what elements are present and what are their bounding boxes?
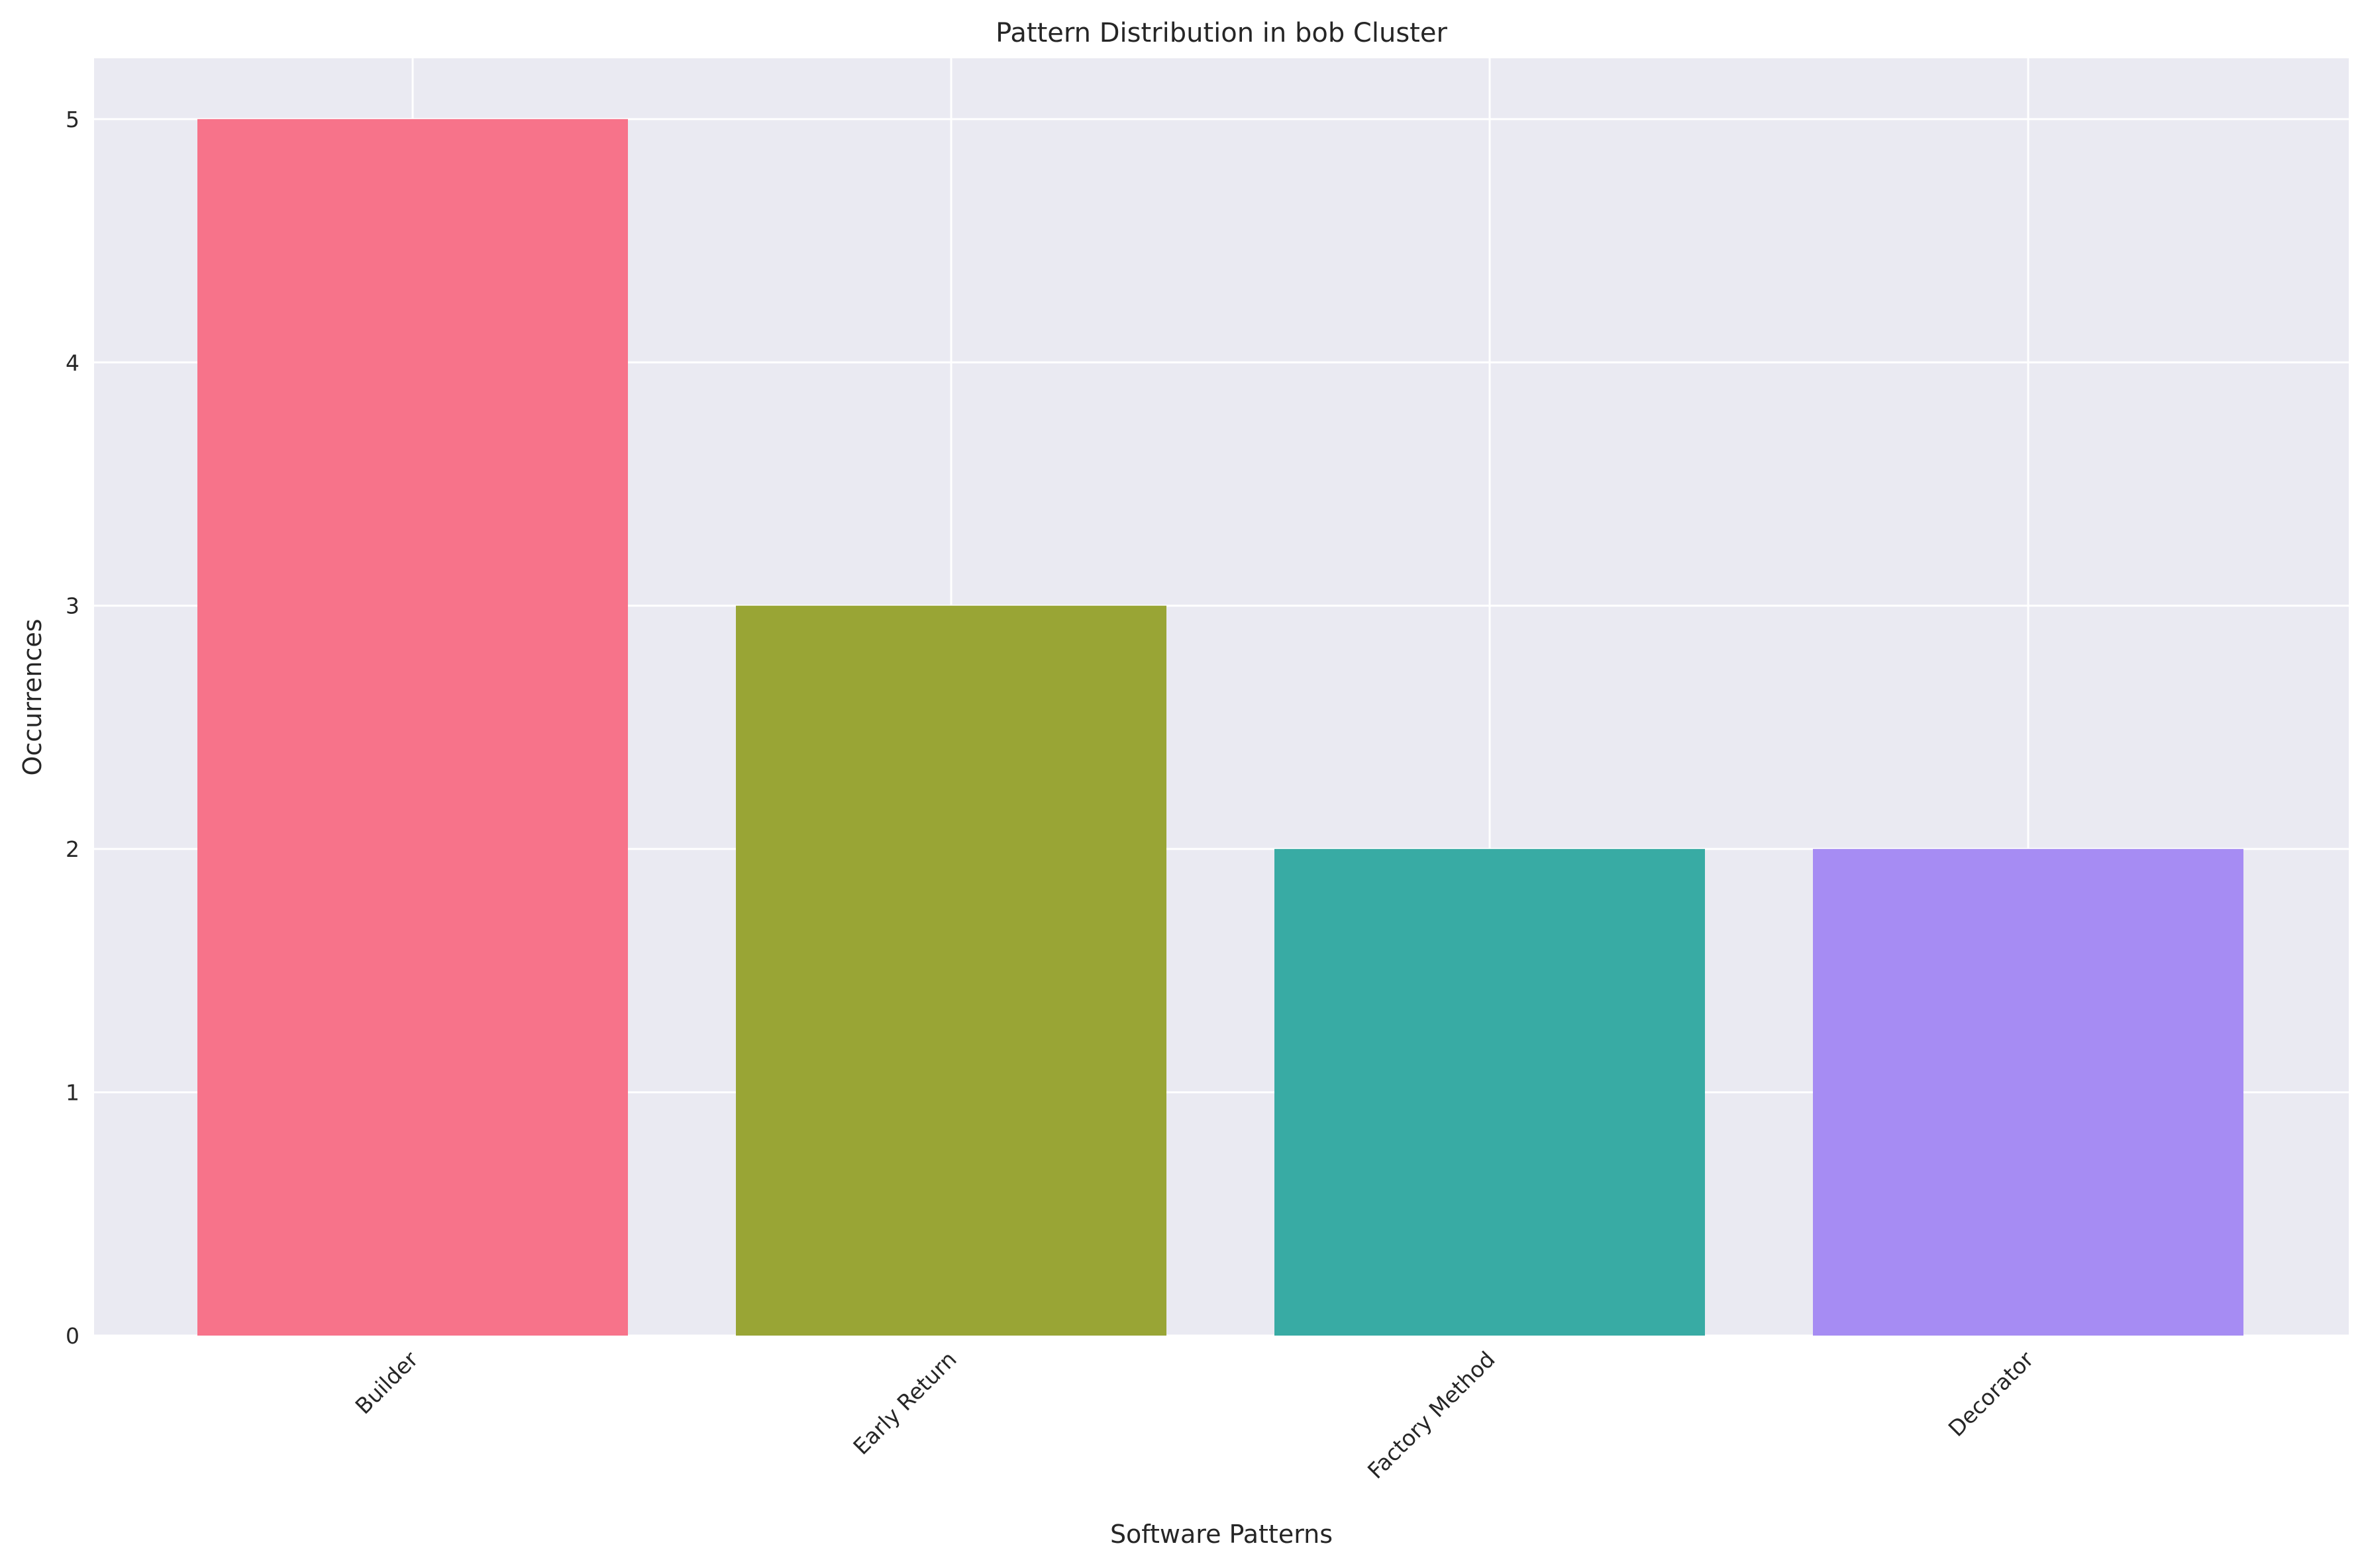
bar-builder — [197, 119, 628, 1336]
bars — [197, 119, 2243, 1336]
y-tick-label: 3 — [66, 593, 79, 619]
y-tick-label: 1 — [66, 1080, 79, 1106]
y-tick-label: 5 — [66, 107, 79, 132]
bar-early-return — [736, 605, 1166, 1336]
chart-title: Pattern Distribution in bob Cluster — [996, 18, 1447, 48]
x-tick-labels: Builder Early Return Factory Method Decorat… — [350, 1346, 2039, 1484]
y-tick-labels: 0 1 2 3 4 5 — [66, 107, 79, 1349]
bar-factory-method — [1274, 849, 1705, 1336]
x-tick-label: Decorator — [1943, 1346, 2039, 1442]
y-tick-label: 2 — [66, 836, 79, 862]
x-tick-label: Early Return — [848, 1346, 961, 1459]
bar-decorator — [1813, 849, 2243, 1336]
y-axis-label: Occurrences — [18, 618, 47, 775]
x-tick-label: Builder — [350, 1346, 423, 1419]
y-tick-label: 4 — [66, 350, 79, 375]
y-tick-label: 0 — [66, 1323, 79, 1349]
x-axis-label: Software Patterns — [1110, 1520, 1333, 1549]
x-tick-label: Factory Method — [1362, 1346, 1500, 1484]
